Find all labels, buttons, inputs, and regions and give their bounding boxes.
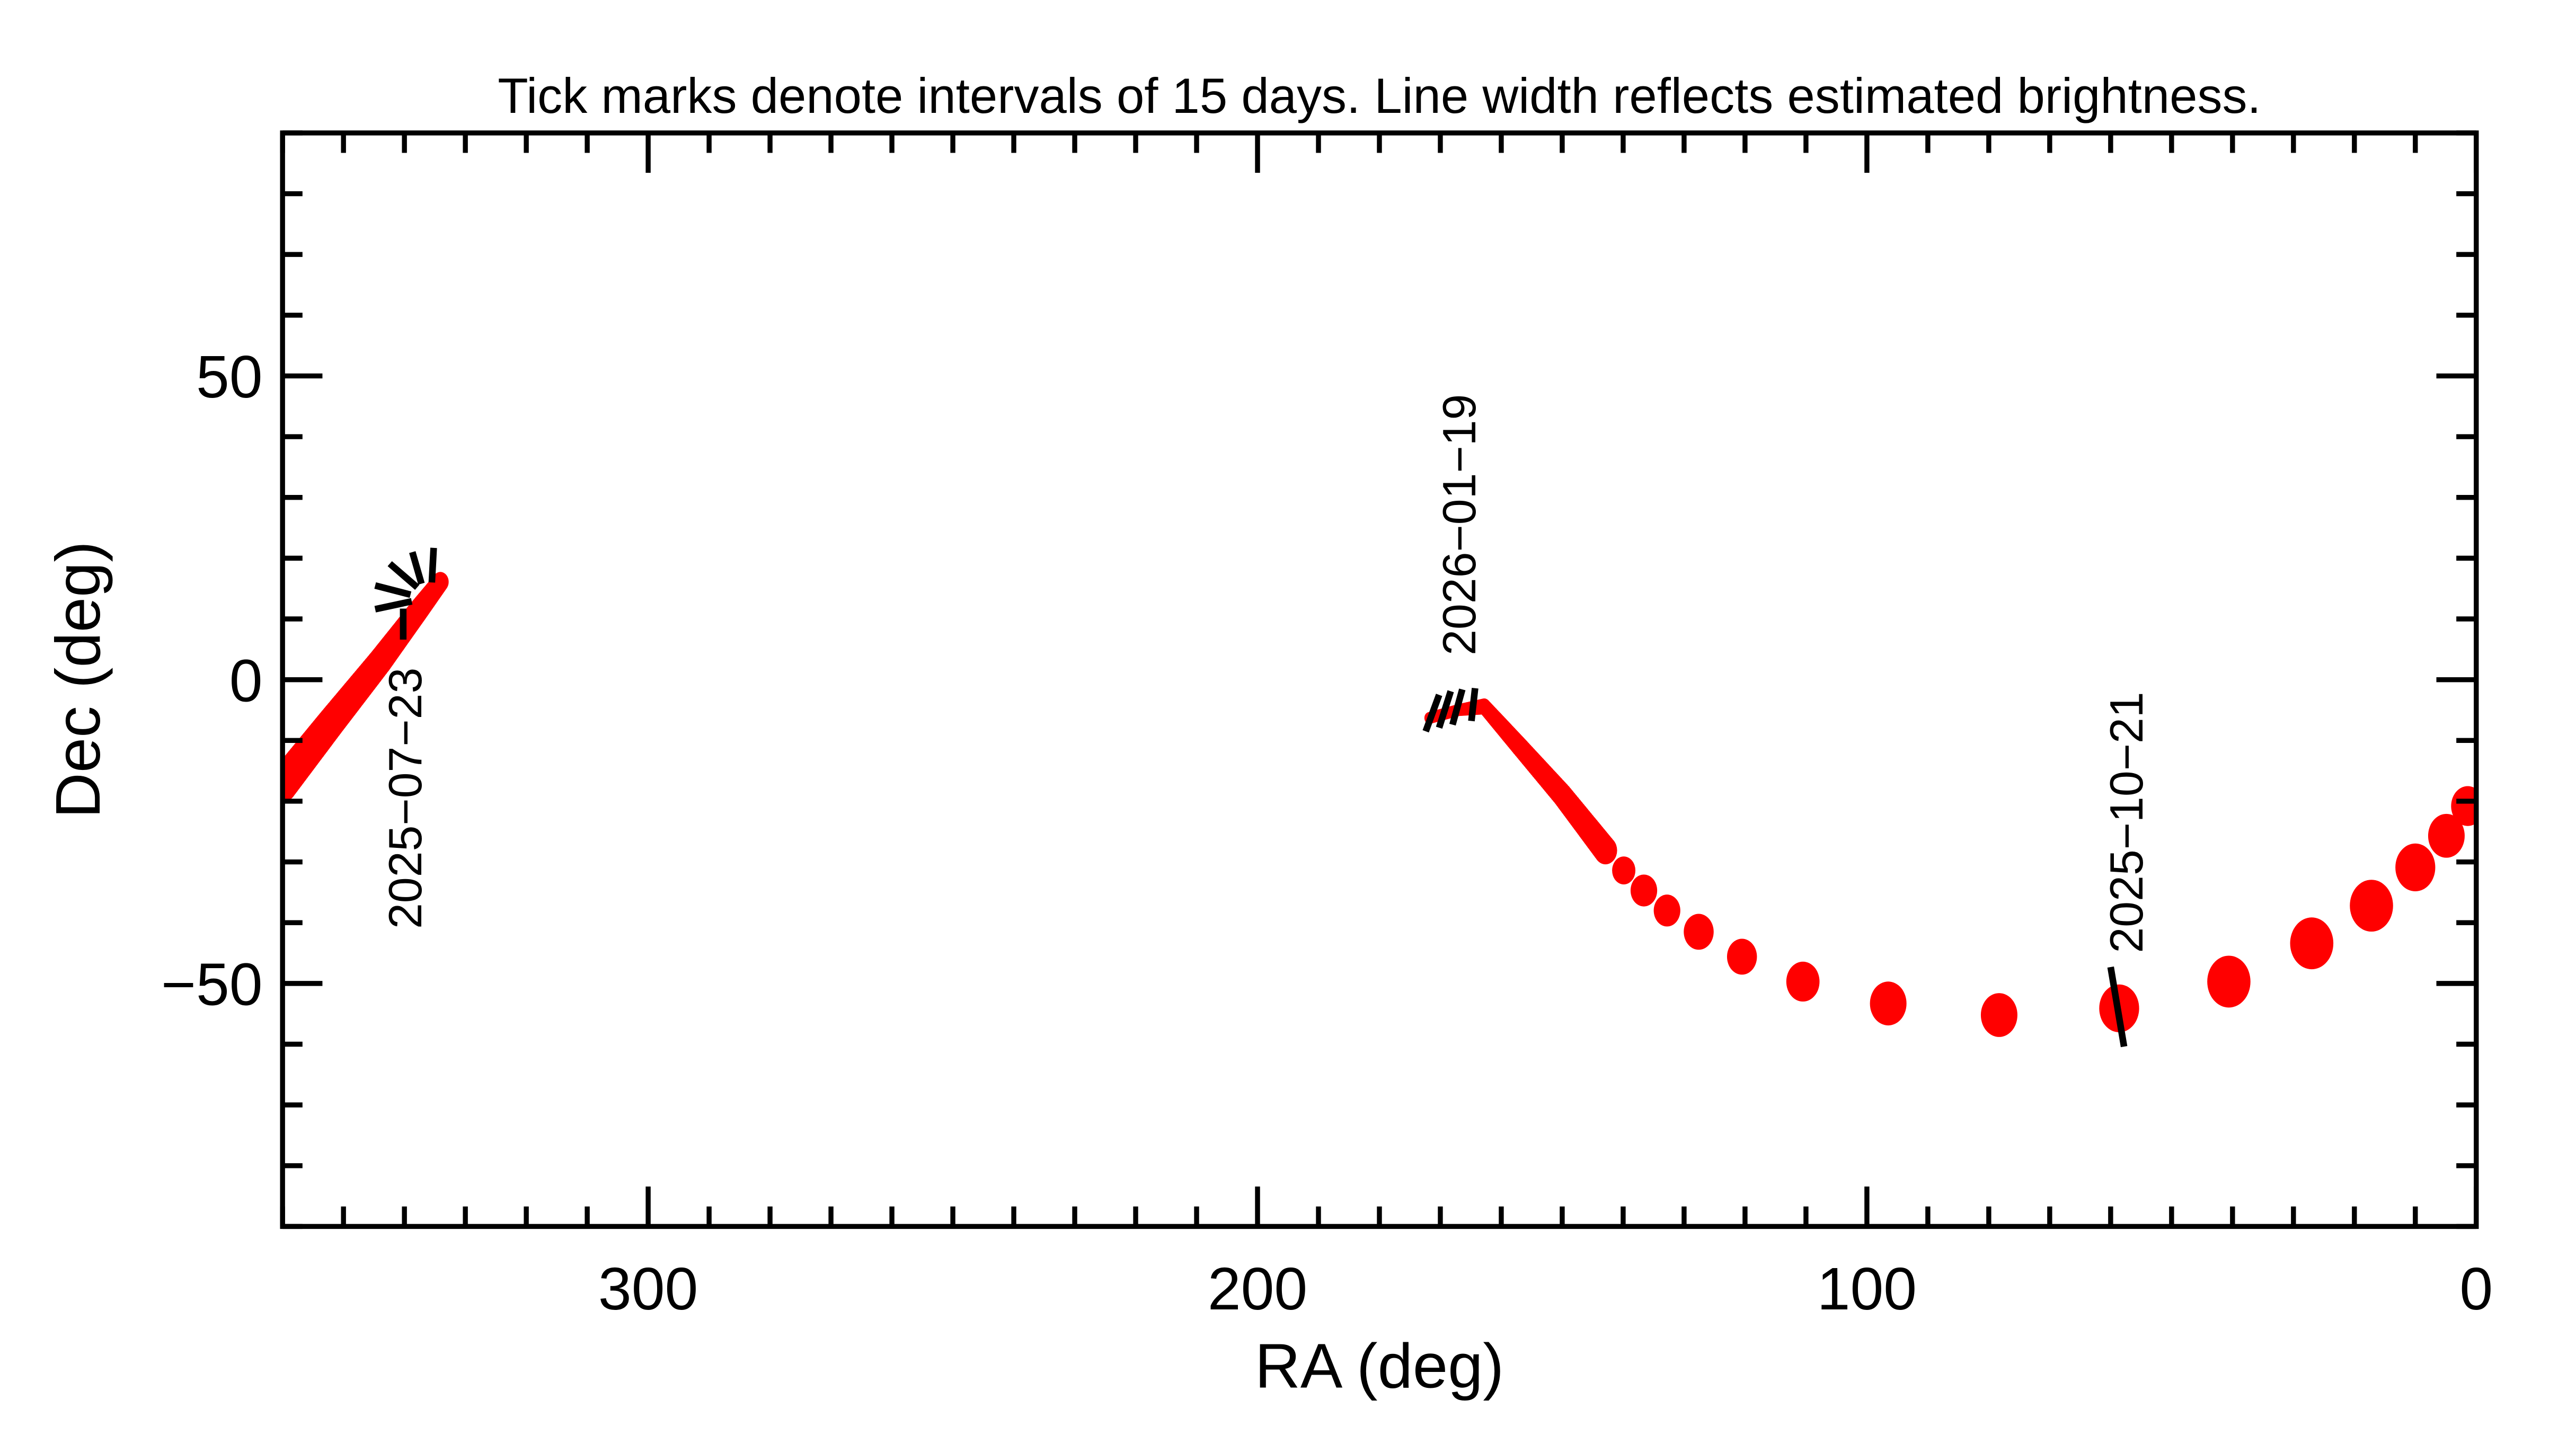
x-tick-label: 200 [1208, 1255, 1307, 1322]
track-point [2350, 880, 2393, 932]
track-layer [282, 572, 2476, 1037]
track-point [1786, 961, 1820, 1002]
track-point [432, 572, 449, 592]
track-point [2290, 917, 2334, 970]
interval-tick [409, 551, 425, 585]
interval-tick [387, 561, 420, 590]
date-label: 2025−07−23 [379, 668, 431, 929]
y-tick-label: 0 [229, 647, 263, 714]
interval-ticks [374, 547, 2128, 1048]
y-tick-label: −50 [161, 951, 262, 1018]
interval-tick [374, 598, 413, 613]
track-point [1684, 914, 1714, 950]
interval-tick [1422, 694, 1442, 733]
track-point [1630, 874, 1658, 907]
x-tick-label: 100 [1817, 1255, 1917, 1322]
track-point [2451, 786, 2476, 826]
track-point [2395, 843, 2436, 892]
x-tick-label: 300 [598, 1255, 698, 1322]
interval-tick [1436, 690, 1454, 729]
date-label: 2025−10−21 [2101, 692, 2153, 953]
track-point [1612, 856, 1636, 884]
track-point [1980, 993, 2017, 1037]
x-tick-label: 0 [2459, 1255, 2493, 1322]
track-point [2428, 813, 2465, 858]
track-point [1653, 894, 1680, 927]
track-point [1870, 981, 1907, 1026]
x-axis-label: RA (deg) [1255, 1331, 1504, 1402]
interval-tick [1449, 688, 1466, 726]
chart-title: Tick marks denote intervals of 15 days. … [498, 68, 2261, 123]
y-axis-label: Dec (deg) [43, 541, 113, 818]
interval-tick [2107, 966, 2128, 1048]
date-labels: 2025−07−23 2026−01−19 2025−10−21 [379, 394, 2153, 953]
axes: 300 200 100 0 −50 0 50 [161, 130, 2493, 1322]
y-tick-label: 50 [196, 343, 263, 410]
track-point [2207, 955, 2251, 1008]
interval-tick [428, 547, 437, 583]
interval-tick [1468, 688, 1479, 722]
track-point [1727, 938, 1757, 975]
plot-frame [280, 130, 2479, 1229]
interval-tick [374, 582, 412, 598]
date-label: 2026−01−19 [1433, 394, 1485, 656]
